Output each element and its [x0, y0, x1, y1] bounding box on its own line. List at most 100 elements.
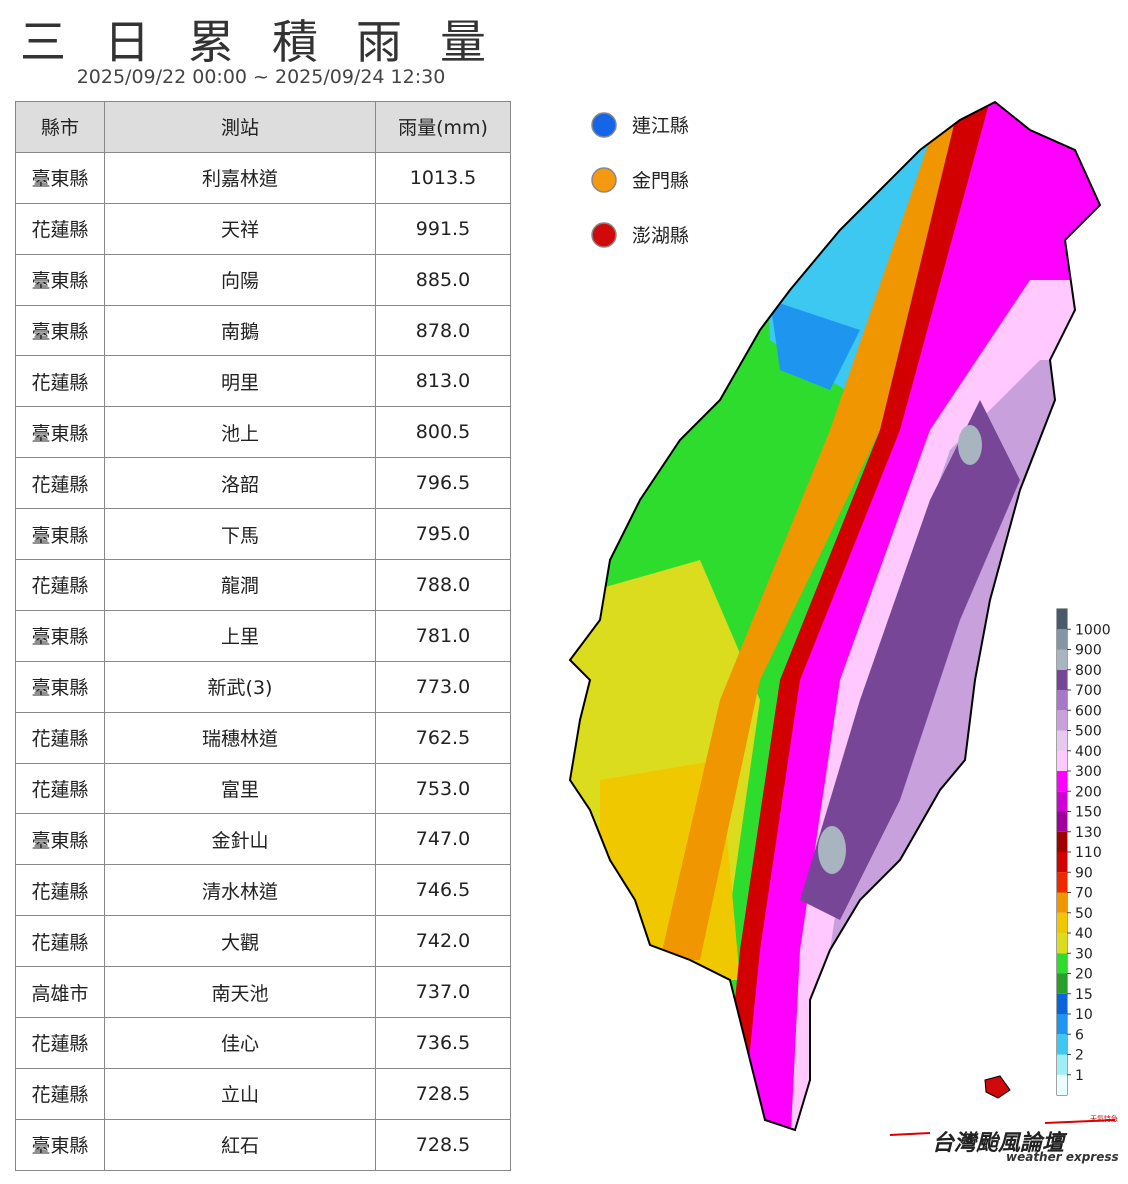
table-cell: 臺東縣 — [15, 1118, 105, 1171]
logo-line — [889, 1132, 931, 1136]
table-cell: 花蓮縣 — [15, 711, 105, 764]
colorbar-label: 2 — [1075, 1048, 1084, 1064]
table-row: 臺東縣 利嘉林道 1013.5 — [15, 151, 511, 204]
table-cell: 清水林道 — [104, 864, 376, 917]
colorbar-bin — [1057, 831, 1067, 852]
legend-marker — [591, 222, 617, 248]
table-cell: 813.0 — [375, 355, 511, 408]
column-header: 縣市 — [15, 101, 105, 153]
colorbar-label: 20 — [1075, 967, 1093, 983]
colorbar-bin — [1057, 649, 1067, 670]
logo-line — [1044, 1119, 1116, 1124]
table-row: 臺東縣 池上 800.5 — [15, 406, 511, 459]
colorbar-bin — [1057, 750, 1067, 771]
table-cell: 800.5 — [375, 406, 511, 459]
table-cell: 736.5 — [375, 1017, 511, 1069]
table-cell: 天祥 — [104, 202, 376, 255]
table-row: 花蓮縣 洛韶 796.5 — [15, 457, 511, 510]
table-row: 花蓮縣 立山 728.5 — [15, 1067, 511, 1120]
colorbar-label: 1 — [1075, 1068, 1084, 1084]
colorbar-label: 700 — [1075, 683, 1102, 699]
table-row: 花蓮縣 天祥 991.5 — [15, 202, 511, 255]
colorbar-label: 90 — [1075, 865, 1093, 881]
table-row: 高雄市 南天池 737.0 — [15, 966, 511, 1019]
colorbar-label: 15 — [1075, 987, 1093, 1003]
table-cell: 臺東縣 — [15, 253, 105, 306]
table-cell: 大觀 — [104, 915, 376, 968]
table-cell: 南天池 — [104, 966, 376, 1019]
legend-label: 澎湖縣 — [632, 225, 689, 247]
table-cell: 洛韶 — [104, 457, 376, 510]
table-cell: 花蓮縣 — [15, 1067, 105, 1120]
legend-marker — [591, 112, 617, 138]
colorbar-label: 500 — [1075, 724, 1102, 740]
table-cell: 788.0 — [375, 559, 511, 611]
table-cell: 746.5 — [375, 864, 511, 917]
table-row: 臺東縣 南鵝 878.0 — [15, 304, 511, 357]
table-cell: 臺東縣 — [15, 508, 105, 561]
colorbar-bin — [1057, 973, 1067, 994]
colorbar-bin — [1057, 609, 1067, 630]
table-row: 花蓮縣 富里 753.0 — [15, 762, 511, 815]
colorbar-bin — [1057, 771, 1067, 792]
table-cell: 花蓮縣 — [15, 762, 105, 815]
colorbar-bin — [1057, 1034, 1067, 1055]
table-cell: 747.0 — [375, 813, 511, 866]
colorbar-label: 130 — [1075, 825, 1102, 841]
colorbar-bin — [1057, 953, 1067, 974]
logo-tagline: weather express — [1006, 1150, 1119, 1164]
colorbar-label: 110 — [1075, 845, 1102, 861]
colorbar-label: 150 — [1075, 805, 1102, 821]
table-cell: 花蓮縣 — [15, 457, 105, 510]
title: 三日累積雨量 — [20, 15, 524, 69]
colorbar-label: 1000 — [1075, 622, 1111, 638]
colorbar-bin — [1057, 852, 1067, 873]
table-cell: 878.0 — [375, 304, 511, 357]
colorbar-label: 200 — [1075, 784, 1102, 800]
table-cell: 立山 — [104, 1067, 376, 1120]
colorbar-bin — [1057, 912, 1067, 933]
table-row: 臺東縣 金針山 747.0 — [15, 813, 511, 866]
colorbar-bin — [1057, 993, 1067, 1014]
colorbar-bin — [1057, 669, 1067, 690]
rain-table: 縣市 測站 雨量(mm) 臺東縣 利嘉林道 1013.5 花蓮縣 天祥 991.5 臺東縣 向陽 88… — [15, 101, 511, 1171]
colorbar-label: 6 — [1075, 1027, 1084, 1043]
table-cell: 781.0 — [375, 609, 511, 662]
colorbar-label: 40 — [1075, 926, 1093, 942]
table-cell: 富里 — [104, 762, 376, 815]
colorbar-bin — [1057, 811, 1067, 832]
colorbar-bin — [1057, 690, 1067, 711]
table-row: 花蓮縣 龍澗 788.0 — [15, 559, 511, 611]
colorbar-label: 50 — [1075, 906, 1093, 922]
table-row: 花蓮縣 清水林道 746.5 — [15, 864, 511, 917]
table-cell: 佳心 — [104, 1017, 376, 1069]
legend-label: 連江縣 — [632, 115, 689, 137]
table-cell: 龍澗 — [104, 559, 376, 611]
table-cell: 花蓮縣 — [15, 864, 105, 917]
colorbar-label: 300 — [1075, 764, 1102, 780]
island — [984, 1075, 1011, 1099]
rain-map — [570, 102, 1100, 1130]
colorbar-label: 70 — [1075, 886, 1093, 902]
colorbar-label: 400 — [1075, 744, 1102, 760]
table-cell: 762.5 — [375, 711, 511, 764]
table-cell: 花蓮縣 — [15, 559, 105, 611]
table-cell: 瑞穗林道 — [104, 711, 376, 764]
table-cell: 885.0 — [375, 253, 511, 306]
table-cell: 明里 — [104, 355, 376, 408]
logo-badge: 天氣特急 — [1090, 1114, 1118, 1123]
table-cell: 臺東縣 — [15, 304, 105, 357]
table-cell: 池上 — [104, 406, 376, 459]
table-cell: 南鵝 — [104, 304, 376, 357]
table-cell: 1013.5 — [375, 151, 511, 204]
colorbar-bin — [1057, 1014, 1067, 1035]
table-cell: 新武(3) — [104, 660, 376, 713]
colorbar-bin — [1057, 710, 1067, 731]
table-row: 花蓮縣 瑞穗林道 762.5 — [15, 711, 511, 764]
table-cell: 臺東縣 — [15, 609, 105, 662]
table-cell: 臺東縣 — [15, 813, 105, 866]
legend-label: 金門縣 — [632, 170, 689, 192]
table-row: 花蓮縣 明里 813.0 — [15, 355, 511, 408]
